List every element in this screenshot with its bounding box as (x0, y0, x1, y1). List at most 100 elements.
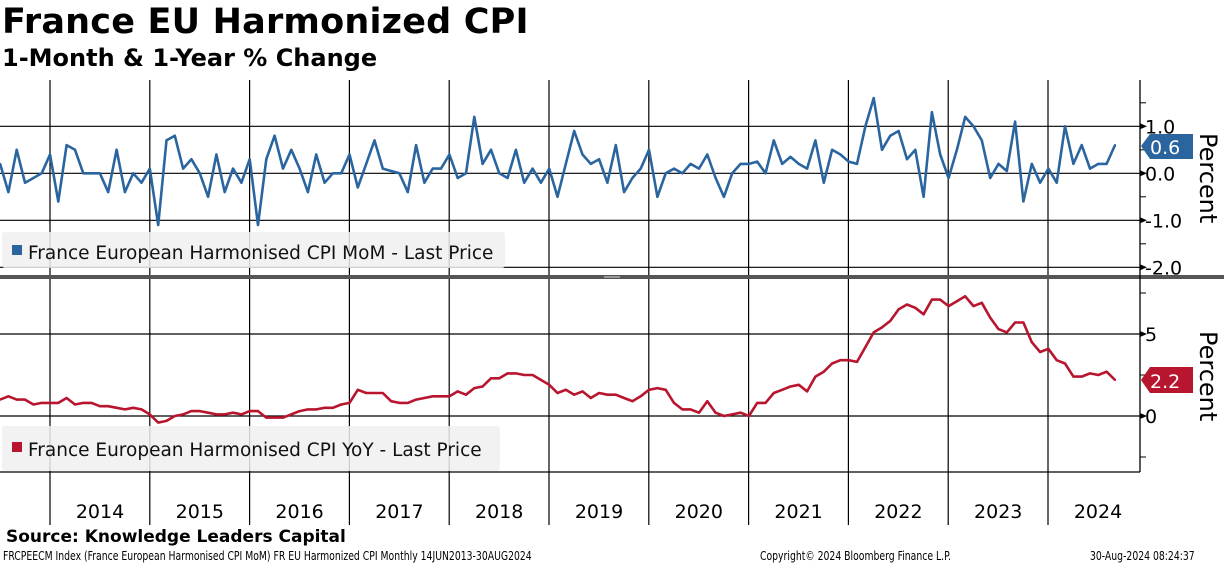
data-point-mom (48, 153, 52, 156)
data-point-mom (706, 153, 709, 156)
data-point-yoy (231, 411, 235, 414)
data-point-mom (614, 144, 617, 147)
data-point-mom (556, 195, 559, 198)
y-tick-label-mom: -2.0 (1145, 257, 1182, 279)
y-tick-yoy (1140, 331, 1147, 337)
data-point-mom (173, 134, 176, 137)
data-point-yoy (98, 405, 102, 408)
data-point-yoy (939, 298, 942, 301)
data-point-mom (539, 181, 542, 184)
data-point-yoy (331, 406, 334, 409)
data-point-mom (1014, 120, 1017, 123)
data-point-mom (514, 148, 518, 151)
data-point-mom (997, 162, 1000, 165)
data-point-yoy (132, 406, 135, 409)
data-point-mom (681, 172, 684, 175)
data-point-mom (606, 181, 609, 184)
data-point-yoy (947, 305, 950, 308)
data-point-yoy (182, 413, 185, 416)
data-point-mom (872, 97, 875, 100)
x-tick-label: 2014 (76, 501, 124, 523)
data-point-mom (656, 195, 659, 198)
data-point-mom (564, 162, 567, 165)
data-point-yoy (256, 409, 260, 413)
data-point-yoy (697, 411, 701, 414)
data-point-mom (864, 125, 867, 128)
data-point-mom (631, 176, 634, 180)
data-point-yoy (265, 416, 268, 419)
data-point-yoy (797, 383, 800, 386)
data-point-mom (73, 148, 77, 151)
data-point-yoy (57, 401, 60, 404)
data-point-mom (1072, 162, 1075, 165)
data-point-yoy (872, 331, 875, 334)
data-point-mom (406, 191, 409, 194)
data-point-mom (789, 155, 792, 158)
data-point-mom (57, 200, 60, 203)
data-point-yoy (781, 388, 784, 391)
data-point-mom (939, 153, 942, 156)
data-point-yoy (0, 398, 2, 401)
data-point-yoy (1030, 341, 1033, 344)
data-point-yoy (806, 390, 809, 393)
data-point-yoy (1113, 378, 1117, 382)
data-point-yoy (1014, 321, 1017, 324)
data-point-mom (531, 167, 534, 170)
data-point-mom (65, 144, 68, 147)
data-point-mom (672, 167, 676, 170)
data-point-mom (431, 167, 434, 170)
data-point-mom (889, 134, 892, 137)
data-point-yoy (855, 360, 859, 363)
panel-divider-grip[interactable] (604, 276, 620, 278)
data-point-yoy (148, 413, 151, 416)
data-point-mom (647, 148, 651, 151)
data-point-mom (964, 115, 967, 118)
data-point-mom (223, 191, 226, 194)
data-point-yoy (140, 408, 143, 411)
data-point-yoy (722, 414, 726, 418)
last-value-yoy: 2.2 (1150, 371, 1180, 393)
data-point-yoy (1088, 372, 1092, 375)
data-point-mom (598, 158, 601, 161)
data-point-yoy (1055, 359, 1058, 362)
data-point-yoy (273, 416, 276, 419)
data-point-mom (664, 172, 667, 175)
data-point-yoy (880, 326, 884, 329)
data-point-yoy (989, 316, 992, 319)
data-point-mom (905, 158, 909, 161)
data-point-mom (697, 167, 701, 170)
gridlines (0, 125, 1140, 473)
data-point-yoy (248, 409, 251, 413)
data-point-mom (1080, 144, 1083, 147)
data-point-mom (240, 181, 243, 184)
data-point-yoy (23, 398, 27, 401)
data-point-mom (914, 148, 917, 151)
y-axis-label-yoy: Percent (1194, 331, 1222, 421)
data-point-mom (1005, 169, 1008, 173)
data-point-mom (157, 223, 160, 227)
data-point-yoy (756, 401, 759, 404)
data-point-yoy (73, 403, 77, 406)
data-point-yoy (930, 298, 934, 301)
data-point-yoy (747, 414, 750, 418)
data-point-mom (390, 169, 393, 173)
data-point-yoy (7, 395, 10, 398)
data-point-mom (731, 172, 734, 175)
data-point-mom (82, 172, 85, 175)
data-point-yoy (573, 393, 576, 396)
data-point-mom (1105, 162, 1108, 165)
data-point-yoy (340, 403, 343, 406)
data-point-yoy (539, 378, 542, 382)
x-tick-label: 2024 (1074, 501, 1122, 523)
legend-swatch-yoy (12, 442, 22, 452)
data-point-mom (498, 172, 501, 175)
legend-swatch-mom (12, 245, 22, 255)
data-point-yoy (381, 391, 384, 395)
data-point-yoy (198, 409, 201, 413)
data-point-mom (248, 158, 251, 161)
data-point-mom (880, 148, 884, 151)
data-point-mom (972, 125, 975, 128)
data-point-mom (847, 160, 850, 163)
data-point-yoy (190, 409, 193, 413)
y-tick-label-yoy: 5 (1145, 324, 1157, 346)
